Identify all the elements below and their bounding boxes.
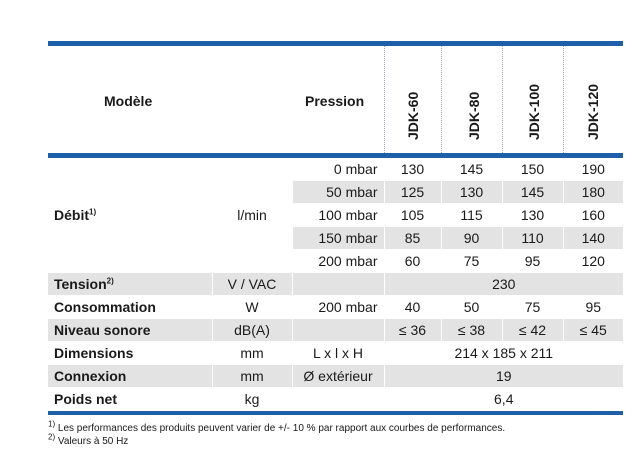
header-pressure-label: Pression	[305, 93, 365, 109]
table-row: 100 mbar 105 115 130 160	[48, 203, 623, 227]
value-cell: 160	[562, 203, 623, 227]
header-model-jdk60: JDK-60	[405, 91, 421, 140]
value-cell: 125	[383, 180, 441, 204]
value-cell: 145	[440, 158, 502, 181]
table-row: Débit1) l/min 0 mbar 130 145 150 190	[48, 158, 623, 273]
pressure-cell: 0 mbar	[291, 158, 384, 181]
pressure-cell: 200 mbar	[291, 249, 384, 273]
value-cell: 145	[501, 180, 563, 204]
row-label-niveau-sonore: Niveau sonore	[48, 318, 212, 342]
row-label-poids-net: Poids net	[48, 387, 212, 411]
value-cell: 130	[440, 180, 502, 204]
unit-cell: l/min	[211, 158, 292, 273]
value-cell: 180	[562, 180, 623, 204]
pressure-cell	[291, 318, 384, 342]
table-row: Niveau sonore dB(A) ≤ 36 ≤ 38 ≤ 42 ≤ 45	[48, 318, 623, 342]
table-row: Tension2) V / VAC 230	[48, 272, 623, 296]
value-cell: ≤ 42	[501, 318, 563, 342]
row-label-debit: Débit1)	[48, 158, 212, 273]
header-model-jdk80: JDK-80	[466, 91, 482, 140]
pressure-cell: 200 mbar	[291, 295, 384, 319]
specs-table: Débit1) l/min 0 mbar 130 145 150 190 50 …	[48, 158, 623, 411]
pressure-cell: L x l x H	[291, 341, 384, 365]
unit-cell: dB(A)	[211, 318, 292, 342]
row-label-connexion: Connexion	[48, 364, 212, 388]
unit-cell: mm	[211, 341, 292, 365]
value-cell: 90	[440, 226, 502, 250]
value-cell: 130	[501, 203, 563, 227]
value-cell: 230	[383, 272, 623, 296]
row-label-dimensions: Dimensions	[48, 341, 212, 365]
value-cell: 105	[383, 203, 441, 227]
value-cell: 75	[501, 295, 563, 319]
unit-cell: W	[211, 295, 292, 319]
value-cell: 40	[383, 295, 441, 319]
unit-cell: kg	[211, 387, 292, 411]
header-divider	[441, 46, 442, 153]
table-row: Connexion mm Ø extérieur 19	[48, 364, 623, 388]
value-cell: 95	[501, 249, 563, 273]
value-cell: 190	[562, 158, 623, 181]
bottom-rule	[48, 411, 623, 415]
value-cell: 130	[383, 158, 441, 181]
value-cell: ≤ 38	[440, 318, 502, 342]
pressure-cell: Ø extérieur	[291, 364, 384, 388]
header-divider	[502, 46, 503, 153]
value-cell: 19	[383, 364, 623, 388]
header-divider	[384, 46, 385, 153]
row-label-tension: Tension2)	[48, 272, 212, 296]
row-label-consommation: Consommation	[48, 295, 212, 319]
value-cell: 6,4	[383, 387, 623, 411]
unit-cell: mm	[211, 364, 292, 388]
header-divider	[563, 46, 564, 153]
table-row: Consommation W 200 mbar 40 50 75 95	[48, 295, 623, 319]
value-cell: ≤ 36	[383, 318, 441, 342]
value-cell: 120	[562, 249, 623, 273]
footnote: 1) Les performances des produits peuvent…	[48, 419, 506, 434]
table-row: Poids net kg 6,4	[48, 387, 623, 411]
table-row: 200 mbar 60 75 95 120	[48, 249, 623, 273]
header-model-label: Modèle	[104, 93, 153, 109]
value-cell: 110	[501, 226, 563, 250]
header-rule	[48, 153, 623, 158]
value-cell: 115	[440, 203, 502, 227]
value-cell: 140	[562, 226, 623, 250]
pressure-cell: 150 mbar	[291, 226, 384, 250]
pressure-cell: 100 mbar	[291, 203, 384, 227]
header-model-jdk100: JDK-100	[526, 83, 542, 140]
value-cell: 214 x 185 x 211	[383, 341, 623, 365]
value-cell: 95	[562, 295, 623, 319]
table-row: Dimensions mm L x l x H 214 x 185 x 211	[48, 341, 623, 365]
value-cell: 75	[440, 249, 502, 273]
value-cell: 85	[383, 226, 441, 250]
value-cell: 50	[440, 295, 502, 319]
unit-cell: V / VAC	[211, 272, 292, 296]
top-rule	[48, 41, 623, 46]
header-model-jdk120: JDK-120	[585, 83, 601, 140]
value-cell: 60	[383, 249, 441, 273]
pressure-cell	[291, 272, 384, 296]
value-cell: ≤ 45	[562, 318, 623, 342]
pressure-cell: 50 mbar	[291, 180, 384, 204]
footnote: 2) Valeurs à 50 Hz	[48, 432, 129, 447]
value-cell: 150	[501, 158, 563, 181]
pressure-cell	[291, 387, 384, 411]
